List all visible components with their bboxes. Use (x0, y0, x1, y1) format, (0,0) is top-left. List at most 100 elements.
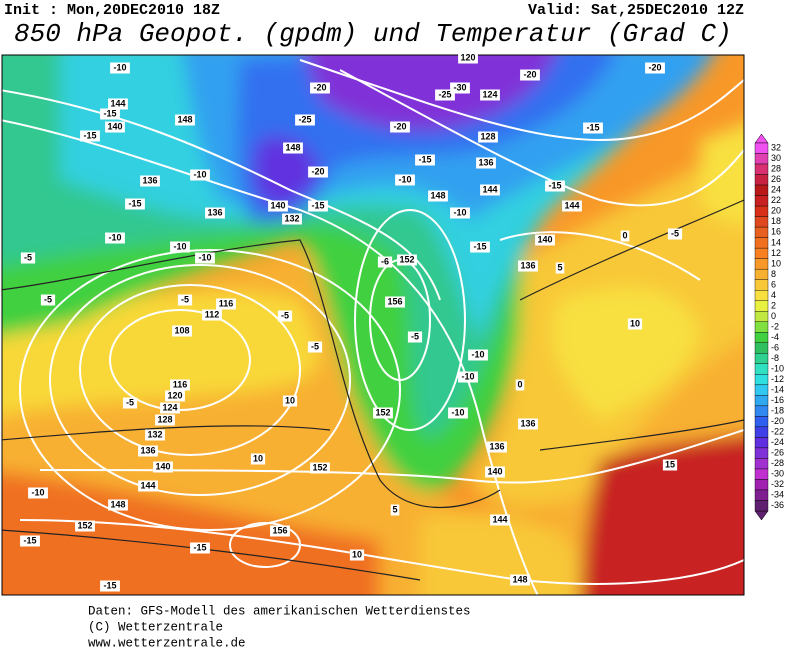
contour-label: -5 (181, 294, 189, 304)
contour-label-box (450, 207, 470, 219)
contour-label-box (520, 69, 540, 81)
contour-label: -5 (44, 294, 52, 304)
contour-label-box (397, 254, 417, 266)
contour-label-box (428, 190, 448, 202)
contour-label: -15 (103, 108, 116, 118)
contour-label-box (308, 200, 328, 212)
contour-label-box (518, 260, 538, 272)
contour-label-box (75, 520, 95, 532)
contour-label-box (535, 234, 555, 246)
temperature-contours (2, 199, 744, 581)
contour-label-box (662, 459, 678, 471)
contour-label-box (205, 207, 225, 219)
contour-label: 148 (430, 190, 445, 200)
legend-label: -18 (771, 405, 784, 415)
legend-label: 6 (771, 279, 776, 289)
contour-label: 10 (285, 395, 295, 405)
contour-label-box (377, 256, 393, 268)
contour-label: 120 (167, 390, 182, 400)
legend-swatch (754, 163, 769, 175)
contour-label-box (295, 114, 315, 126)
contour-label-box (545, 180, 565, 192)
contour-label-box (282, 395, 298, 407)
contour-label: 124 (162, 402, 177, 412)
legend-swatch (754, 447, 769, 459)
contour-label: -10 (108, 232, 121, 242)
legend-swatch (754, 195, 769, 207)
contour-label: 136 (207, 207, 222, 217)
contour-label-box (478, 131, 498, 143)
contour-label: -15 (103, 580, 116, 590)
contour-label: 140 (270, 200, 285, 210)
legend-label: -32 (771, 479, 784, 489)
contour-label: -15 (23, 535, 36, 545)
legend-label: -2 (771, 321, 779, 331)
contour-label-box (80, 130, 100, 142)
contour-label: 132 (147, 429, 162, 439)
legend-label: -16 (771, 395, 784, 405)
legend-swatch (754, 216, 769, 228)
legend-label: 18 (771, 216, 781, 226)
map-frame (1, 54, 745, 596)
contour-label: 116 (173, 379, 188, 389)
legend-label: -12 (771, 374, 784, 384)
contour-label-box (138, 480, 158, 492)
contour-label: -10 (471, 349, 484, 359)
contour-label-box (283, 142, 303, 154)
contour-label: 116 (219, 298, 234, 308)
contour-label: 144 (140, 480, 155, 490)
contour-label: -15 (586, 122, 599, 132)
legend-swatch (754, 258, 769, 270)
contour-label: -5 (411, 331, 419, 341)
legend-swatch (754, 384, 769, 396)
legend-label: -24 (771, 437, 784, 447)
contour-label-box (435, 89, 455, 101)
contour-label: 128 (157, 414, 172, 424)
geopotential-contours (2, 59, 744, 595)
contour-label: -10 (453, 207, 466, 217)
init-time: Init : Mon,20DEC2010 18Z (4, 2, 220, 19)
contour-label-box (20, 535, 40, 547)
contour-label: 148 (110, 499, 125, 509)
contour-label: 152 (399, 254, 414, 264)
contour-label: -10 (113, 62, 126, 72)
contour-label-box (153, 461, 173, 473)
legend-label: 28 (771, 164, 781, 174)
contour-label-box (480, 184, 500, 196)
contour-label: 152 (77, 520, 92, 530)
contour-label-box (105, 121, 125, 133)
contour-label-box (216, 298, 236, 310)
contour-label-box (490, 514, 510, 526)
contour-label-box (138, 445, 158, 457)
legend-swatch (754, 268, 769, 280)
contour-label-box (308, 166, 328, 178)
contour-label-box (190, 542, 210, 554)
contour-label: -6 (381, 256, 389, 266)
contour-label: -10 (461, 371, 474, 381)
contour-label: 124 (482, 89, 497, 99)
contour-label-box (390, 504, 400, 516)
contour-label-box (122, 397, 138, 409)
contour-label-box (195, 252, 215, 264)
legend-label: 4 (771, 290, 776, 300)
contour-label-box (282, 213, 302, 225)
contour-label-box (373, 407, 393, 419)
legend-arrow-top (754, 133, 769, 144)
contour-label: 120 (460, 52, 475, 62)
contour-label-box (28, 487, 48, 499)
legend-label: 30 (771, 153, 781, 163)
legend-label: 14 (771, 237, 781, 247)
valid-time: Valid: Sat,25DEC2010 12Z (528, 2, 744, 19)
contour-label: 140 (487, 466, 502, 476)
contour-label: 148 (177, 114, 192, 124)
legend-swatch (754, 237, 769, 249)
contour-label-box (390, 121, 410, 133)
contour-label: -5 (24, 252, 32, 262)
contour-label-box (125, 198, 145, 210)
footer-line: (C) Wetterzentrale (88, 620, 223, 634)
contour-label-box (310, 462, 330, 474)
legend-label: -10 (771, 363, 784, 373)
contour-label: 10 (253, 453, 263, 463)
contour-label: 5 (392, 504, 397, 514)
contour-label-box (480, 89, 500, 101)
